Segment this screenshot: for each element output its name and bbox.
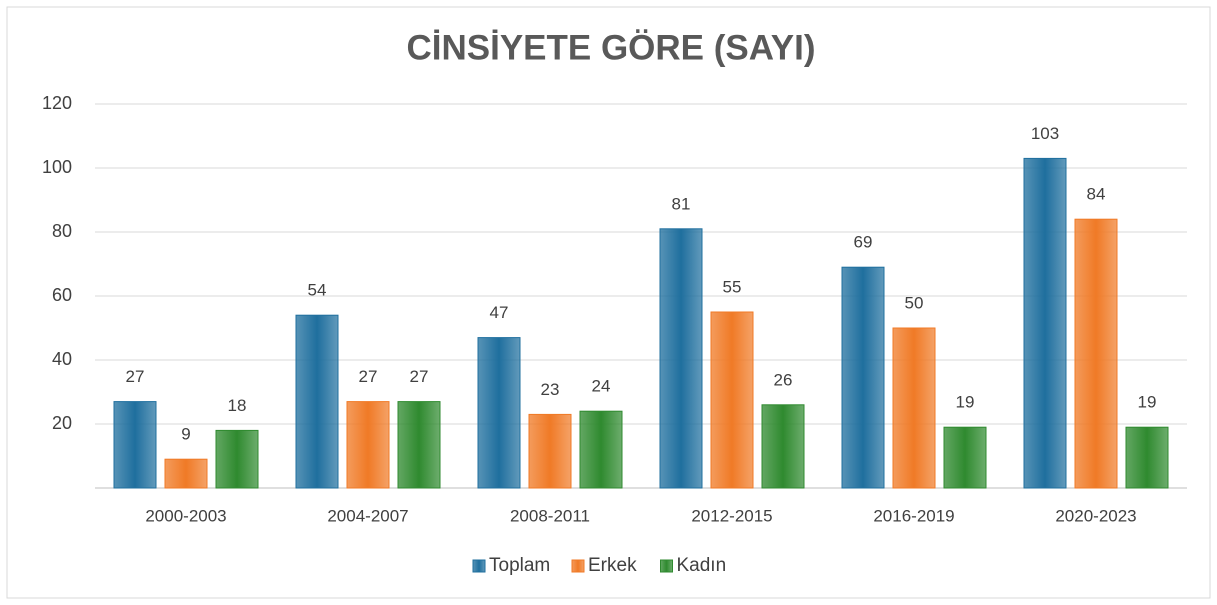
bar [1023, 157, 1067, 489]
bar [659, 228, 703, 489]
legend-swatch [571, 559, 585, 573]
legend-label: Toplam [489, 555, 550, 576]
bar [761, 404, 805, 489]
chart-title: CİNSİYETE GÖRE (SAYI) [406, 28, 815, 67]
data-label: 103 [1031, 124, 1059, 143]
data-label: 50 [905, 293, 924, 312]
bar [841, 266, 885, 489]
y-tick-label: 80 [52, 221, 72, 241]
data-label: 27 [126, 367, 145, 386]
bar [295, 314, 339, 489]
x-tick-label: 2020-2023 [1055, 506, 1136, 525]
data-label: 27 [410, 367, 429, 386]
y-tick-label: 40 [52, 349, 72, 369]
data-label: 84 [1087, 185, 1106, 204]
y-tick-label: 20 [52, 413, 72, 433]
x-tick-label: 2004-2007 [327, 506, 408, 525]
data-label: 81 [672, 194, 691, 213]
x-tick-label: 2012-2015 [691, 506, 772, 525]
legend-swatch [660, 559, 673, 573]
data-label: 24 [592, 377, 611, 396]
bar [164, 458, 208, 489]
bar [1074, 218, 1118, 489]
x-tick-label: 2000-2003 [145, 506, 226, 525]
bar [215, 429, 259, 489]
bar [892, 327, 936, 489]
bar [346, 401, 390, 489]
bar [397, 401, 441, 489]
data-label: 27 [359, 367, 378, 386]
legend-swatch [472, 559, 486, 573]
data-label: 18 [228, 396, 247, 415]
bar [710, 311, 754, 489]
data-label: 19 [956, 393, 975, 412]
data-label: 19 [1138, 393, 1157, 412]
data-label: 69 [854, 233, 873, 252]
x-tick-label: 2008-2011 [510, 506, 590, 525]
data-label: 26 [774, 370, 793, 389]
y-tick-label: 60 [52, 285, 72, 305]
bar [528, 413, 572, 489]
y-tick-label: 100 [42, 157, 72, 177]
y-tick-label: 120 [42, 93, 72, 113]
data-label: 23 [541, 380, 560, 399]
legend-label: Erkek [588, 555, 637, 576]
bar [113, 401, 157, 489]
bar [1125, 426, 1169, 489]
data-label: 47 [490, 303, 509, 322]
x-tick-label: 2016-2019 [873, 506, 954, 525]
data-label: 9 [181, 425, 190, 444]
bar [477, 337, 521, 489]
chart-frame [6, 6, 1211, 599]
data-label: 55 [723, 277, 742, 296]
bar [943, 426, 987, 489]
bar [579, 410, 623, 489]
legend-label: Kadın [677, 555, 727, 576]
data-label: 54 [308, 281, 327, 300]
